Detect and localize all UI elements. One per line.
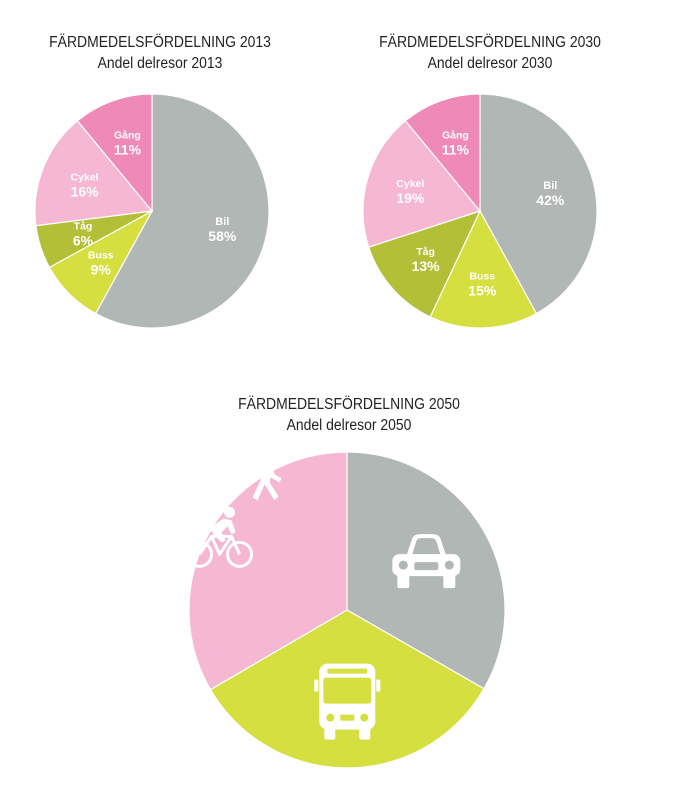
slice-value-label: 11% xyxy=(442,142,470,158)
slice-value-label: 13% xyxy=(412,258,441,274)
car-icon xyxy=(392,534,461,589)
slice-value-label: 6% xyxy=(73,232,94,248)
pie-slice-gang xyxy=(404,93,481,213)
slice-name-label: Tåg xyxy=(74,220,93,232)
slice-value-label: 11% xyxy=(114,142,142,158)
pie-slice-cykel xyxy=(34,120,154,227)
slice-value-label: 19% xyxy=(396,190,425,206)
slice-name-label: Buss xyxy=(469,271,495,283)
slice-value-label: 42% xyxy=(536,192,565,208)
pie-chart-2050 xyxy=(186,444,506,769)
slice-name-label: Gång xyxy=(114,130,141,142)
walk-and-bike-icon xyxy=(186,444,282,568)
pie-slice-buss xyxy=(429,209,538,329)
slice-name-label: Gång xyxy=(442,130,469,142)
chart-subtitle: Andel delresor 2050 xyxy=(286,417,412,434)
slice-value-label: 16% xyxy=(71,183,100,199)
pie-slice-cykel xyxy=(362,120,482,248)
chart-title: FÄRDMEDELSFÖRDELNING 2050 xyxy=(238,396,460,413)
slice-name-label: Cykel xyxy=(396,178,424,190)
slice-value-label: 15% xyxy=(468,283,497,299)
chart-2030: FÄRDMEDELSFÖRDELNING 2030 Andel delresor… xyxy=(330,0,650,340)
slice-name-label: Bil xyxy=(543,180,557,192)
chart-2013: FÄRDMEDELSFÖRDELNING 2013 Andel delresor… xyxy=(0,0,320,340)
slice-name-label: Buss xyxy=(88,249,114,261)
slice-name-label: Cykel xyxy=(71,171,99,183)
bus-icon xyxy=(314,663,381,740)
chart-title: FÄRDMEDELSFÖRDELNING 2013 xyxy=(49,34,271,51)
chart-subtitle: Andel delresor 2013 xyxy=(97,55,223,72)
chart-2050: FÄRDMEDELSFÖRDELNING 2050 Andel delresor… xyxy=(186,380,509,780)
pie-slice-gang xyxy=(76,93,153,213)
pie-slice-tag xyxy=(367,210,482,318)
pie-slice-bil xyxy=(479,93,598,315)
slice-name-label: Bil xyxy=(215,216,229,228)
pie-slice-bil xyxy=(94,93,270,329)
slice-value-label: 9% xyxy=(91,261,112,277)
slice-value-label: 58% xyxy=(208,228,237,244)
slice-name-label: Tåg xyxy=(416,246,435,258)
chart-subtitle: Andel delresor 2030 xyxy=(427,55,553,72)
chart-title: FÄRDMEDELSFÖRDELNING 2030 xyxy=(379,34,601,51)
